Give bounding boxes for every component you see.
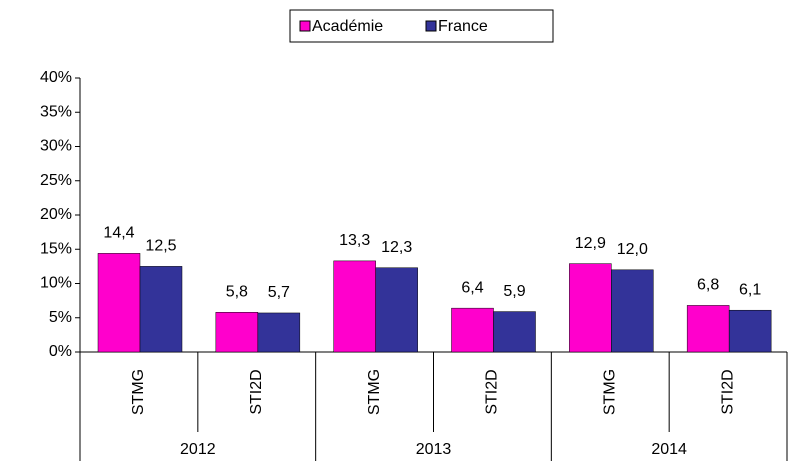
legend-swatch — [299, 20, 311, 32]
bar — [375, 267, 418, 353]
y-tick-label: 15% — [40, 240, 72, 257]
data-label: 5,8 — [226, 283, 248, 300]
group-label: 2014 — [651, 441, 687, 458]
y-tick-label: 0% — [49, 343, 72, 360]
bar — [493, 311, 536, 353]
bar — [215, 312, 259, 353]
legend-box — [289, 9, 554, 43]
bar — [333, 260, 376, 353]
y-tick-label: 20% — [40, 206, 72, 223]
data-label: 6,4 — [461, 279, 483, 296]
legend-label: France — [438, 18, 488, 35]
data-label: 13,3 — [339, 232, 370, 249]
y-tick-label: 25% — [40, 172, 72, 189]
data-label: 12,5 — [145, 238, 176, 255]
data-label: 5,9 — [503, 283, 525, 300]
bar — [569, 263, 612, 353]
data-label: 12,9 — [575, 235, 606, 252]
x-tick-label: STMG — [366, 369, 383, 415]
data-label: 12,3 — [381, 239, 412, 256]
x-tick-label: STMG — [601, 369, 618, 415]
x-tick-label: STI2D — [719, 369, 736, 414]
bar — [139, 266, 183, 353]
y-tick-label: 30% — [40, 138, 72, 155]
data-label: 6,8 — [697, 277, 719, 294]
data-label: 14,4 — [103, 225, 134, 242]
y-tick-label: 5% — [49, 309, 72, 326]
legend-swatch — [425, 20, 437, 32]
x-tick-label: STI2D — [484, 369, 501, 414]
y-tick-label: 10% — [40, 275, 72, 292]
bar — [451, 307, 494, 353]
data-label: 6,1 — [739, 281, 761, 298]
group-label: 2013 — [416, 441, 452, 458]
y-tick-label: 40% — [40, 69, 72, 86]
data-label: 5,7 — [268, 284, 290, 301]
y-tick-label: 35% — [40, 103, 72, 120]
bar — [97, 253, 141, 353]
legend-label: Académie — [312, 18, 383, 35]
bar — [686, 305, 730, 353]
x-tick-label: STI2D — [248, 369, 265, 414]
data-label: 12,0 — [617, 241, 648, 258]
group-label: 2012 — [180, 441, 216, 458]
bar — [611, 269, 654, 353]
x-tick-label: STMG — [130, 369, 147, 415]
bar — [728, 309, 772, 353]
bar — [257, 312, 301, 353]
